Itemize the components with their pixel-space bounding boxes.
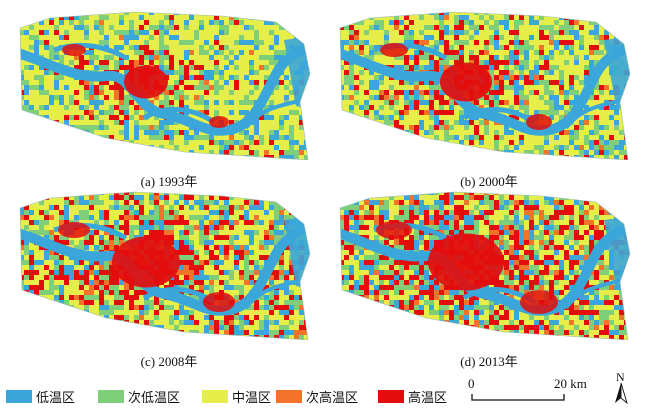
panel-caption: (c) 2008年 bbox=[140, 354, 198, 369]
map-panel-2008: (c) 2008年 bbox=[14, 190, 324, 380]
panel-caption: (d) 2013年 bbox=[460, 354, 518, 369]
legend-label: 次高温区 bbox=[306, 390, 359, 406]
map-panel-2013: (d) 2013年 bbox=[334, 190, 644, 380]
legend-item-low: 低温区 bbox=[6, 386, 75, 406]
scale-bar: 0 20 km bbox=[468, 370, 598, 406]
legend-label: 高温区 bbox=[408, 390, 448, 406]
legend-item-sublow: 次低温区 bbox=[98, 386, 180, 406]
north-label: N bbox=[616, 370, 625, 384]
temperature-map-1993 bbox=[19, 11, 311, 160]
temperature-map-2000 bbox=[339, 11, 631, 160]
scale-bar-line bbox=[471, 394, 565, 401]
temperature-map-2013 bbox=[339, 191, 631, 340]
legend-item-mid: 中温区 bbox=[202, 386, 271, 406]
legend-swatch bbox=[276, 389, 302, 403]
panel-caption: (a) 1993年 bbox=[140, 174, 198, 189]
legend-label: 低温区 bbox=[36, 390, 76, 406]
scale-start-label: 0 bbox=[468, 376, 475, 391]
legend: 低温区 次低温区 中温区 次高温区 高温区 bbox=[6, 386, 466, 406]
legend-swatch bbox=[6, 389, 32, 403]
panel-caption: (b) 2000年 bbox=[460, 174, 518, 189]
temperature-map-2008 bbox=[19, 191, 311, 340]
legend-item-subhigh: 次高温区 bbox=[276, 386, 358, 406]
map-panel-2000: (b) 2000年 bbox=[334, 10, 644, 200]
legend-swatch bbox=[98, 389, 124, 403]
legend-item-high: 高温区 bbox=[378, 386, 447, 406]
scale-end-label: 20 km bbox=[554, 376, 587, 391]
north-arrow: N bbox=[608, 370, 638, 406]
north-arrow-icon bbox=[615, 382, 628, 405]
legend-label: 中温区 bbox=[232, 390, 272, 406]
legend-swatch bbox=[378, 389, 404, 403]
map-panel-1993: (a) 1993年 bbox=[14, 10, 324, 200]
legend-swatch bbox=[202, 389, 228, 403]
legend-label: 次低温区 bbox=[128, 390, 181, 406]
